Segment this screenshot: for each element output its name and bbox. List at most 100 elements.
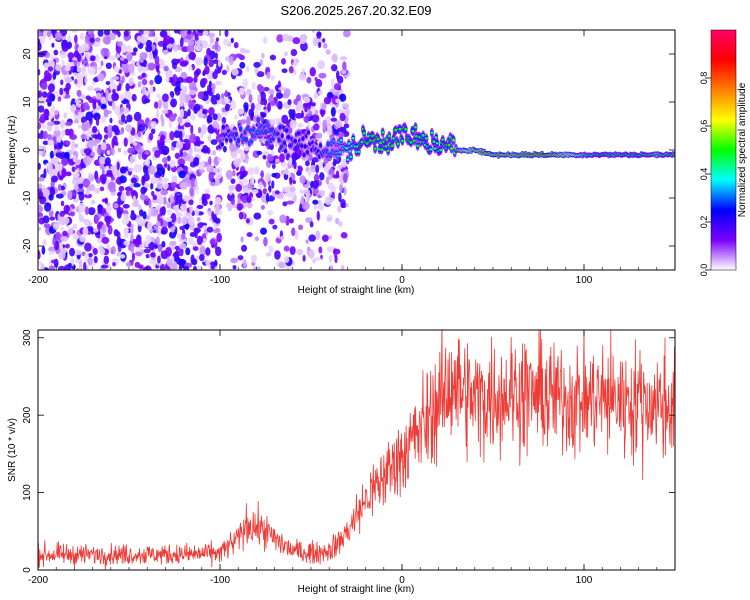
heatmap-ridge-core bbox=[284, 149, 288, 153]
heatmap-noise-cell bbox=[89, 55, 96, 62]
heatmap-noise-cell bbox=[113, 65, 120, 73]
heatmap-noise-cell bbox=[141, 72, 146, 78]
heatmap-noise-cell bbox=[41, 50, 47, 56]
heatmap-noise-cell bbox=[100, 60, 104, 67]
heatmap-noise-cell bbox=[142, 165, 148, 174]
heatmap-noise-cell bbox=[313, 173, 320, 183]
heatmap-noise-cell bbox=[54, 31, 63, 41]
heatmap-noise-cell bbox=[155, 64, 160, 73]
heatmap-noise-cell bbox=[173, 45, 178, 52]
heatmap-noise-cell bbox=[214, 40, 219, 50]
heatmap-noise-cell bbox=[305, 217, 313, 223]
heatmap-ridge-core bbox=[297, 131, 301, 135]
heatmap-noise-cell bbox=[174, 88, 181, 96]
heatmap-noise-cell bbox=[230, 197, 235, 205]
heatmap-noise-cell bbox=[180, 181, 188, 190]
x-tick-label: 100 bbox=[576, 575, 593, 586]
heatmap-noise-cell bbox=[328, 197, 335, 203]
heatmap-noise-cell bbox=[196, 142, 201, 147]
heatmap-noise-cell bbox=[113, 229, 119, 237]
heatmap-noise-cell bbox=[47, 139, 55, 146]
heatmap-noise-cell bbox=[111, 76, 120, 81]
heatmap-noise-cell bbox=[302, 184, 310, 189]
heatmap-noise-cell bbox=[82, 67, 87, 73]
heatmap-noise-cell bbox=[148, 258, 154, 265]
heatmap-noise-cell bbox=[71, 166, 76, 173]
heatmap-noise-cell bbox=[208, 58, 215, 68]
heatmap-noise-cell bbox=[150, 183, 154, 190]
heatmap-noise-cell bbox=[214, 52, 219, 60]
heatmap-noise-cell bbox=[38, 69, 41, 76]
heatmap-noise-cell bbox=[162, 177, 169, 183]
heatmap-noise-cell bbox=[55, 193, 64, 199]
heatmap-noise-cell bbox=[48, 265, 56, 270]
heatmap-noise-cell bbox=[121, 217, 130, 225]
heatmap-noise-cell bbox=[180, 84, 185, 90]
heatmap-noise-cell bbox=[85, 95, 91, 100]
heatmap-noise-cell bbox=[179, 149, 183, 155]
heatmap-noise-cell bbox=[118, 83, 122, 91]
heatmap-noise-cell bbox=[307, 170, 312, 176]
heatmap-noise-cell bbox=[282, 33, 290, 42]
heatmap-noise-cell bbox=[101, 167, 105, 176]
heatmap-noise-cell bbox=[48, 94, 53, 99]
heatmap-noise-cell bbox=[192, 246, 199, 251]
heatmap-ridge-core bbox=[293, 139, 297, 143]
heatmap-noise-cell bbox=[234, 114, 238, 120]
heatmap-noise-cell bbox=[338, 192, 342, 203]
heatmap-noise-cell bbox=[181, 216, 188, 226]
heatmap-noise-cell bbox=[234, 53, 243, 58]
heatmap-ridge-core bbox=[338, 150, 342, 154]
heatmap-ridge-core bbox=[256, 118, 260, 122]
heatmap-noise-cell bbox=[209, 200, 213, 206]
heatmap-noise-cell bbox=[263, 236, 268, 247]
heatmap-noise-cell bbox=[119, 94, 125, 101]
heatmap-noise-cell bbox=[312, 199, 319, 205]
heatmap-noise-cell bbox=[132, 141, 138, 146]
heatmap-noise-cell bbox=[64, 140, 71, 145]
heatmap-noise-cell bbox=[340, 264, 345, 270]
heatmap-noise-cell bbox=[170, 212, 177, 223]
heatmap-noise-cell bbox=[110, 249, 114, 255]
heatmap-noise-cell bbox=[193, 70, 200, 78]
heatmap-noise-cell bbox=[175, 140, 184, 150]
heatmap-noise-cell bbox=[159, 207, 164, 217]
heatmap-noise-cell bbox=[116, 237, 122, 247]
heatmap-noise-cell bbox=[313, 256, 321, 261]
heatmap-noise-cell bbox=[295, 112, 304, 119]
heatmap-noise-cell bbox=[254, 236, 260, 242]
heatmap-noise-cell bbox=[321, 234, 329, 242]
heatmap-noise-cell bbox=[225, 169, 233, 180]
heatmap-noise-cell bbox=[302, 254, 306, 262]
heatmap-noise-cell bbox=[137, 131, 142, 138]
y-tick-label: 200 bbox=[22, 406, 33, 423]
heatmap-noise-cell bbox=[53, 129, 61, 138]
heatmap-noise-cell bbox=[265, 66, 271, 74]
heatmap-noise-cell bbox=[93, 255, 98, 264]
heatmap-noise-cell bbox=[343, 186, 347, 196]
heatmap-noise-cell bbox=[73, 50, 80, 58]
heatmap-noise-cell bbox=[268, 89, 275, 95]
heatmap-ridge-core bbox=[357, 150, 361, 154]
heatmap-noise-cell bbox=[128, 77, 134, 87]
heatmap-noise-cell bbox=[212, 71, 218, 80]
heatmap-noise-cell bbox=[159, 30, 168, 38]
heatmap-noise-cell bbox=[304, 105, 308, 113]
heatmap-noise-cell bbox=[84, 206, 90, 216]
heatmap-noise-cell bbox=[212, 167, 219, 174]
heatmap-x-axis: -200 -100 0 100 bbox=[28, 30, 676, 286]
heatmap-noise-cell bbox=[326, 246, 335, 253]
heatmap-noise-cell bbox=[112, 169, 117, 178]
heatmap-noise-cell bbox=[80, 133, 87, 140]
heatmap-ridge-core bbox=[433, 147, 437, 151]
heatmap-noise-cell bbox=[131, 51, 137, 56]
heatmap-noise-cell bbox=[217, 59, 222, 68]
heatmap-noise-cell bbox=[103, 255, 110, 265]
heatmap-noise-cell bbox=[62, 230, 68, 237]
heatmap-ridge-core bbox=[429, 147, 433, 151]
heatmap-noise-cell bbox=[274, 250, 281, 260]
heatmap-noise-cell bbox=[119, 166, 127, 174]
heatmap-ridge-core bbox=[229, 138, 233, 142]
heatmap-noise-cell bbox=[71, 179, 78, 185]
heatmap-noise-cell bbox=[335, 170, 340, 178]
